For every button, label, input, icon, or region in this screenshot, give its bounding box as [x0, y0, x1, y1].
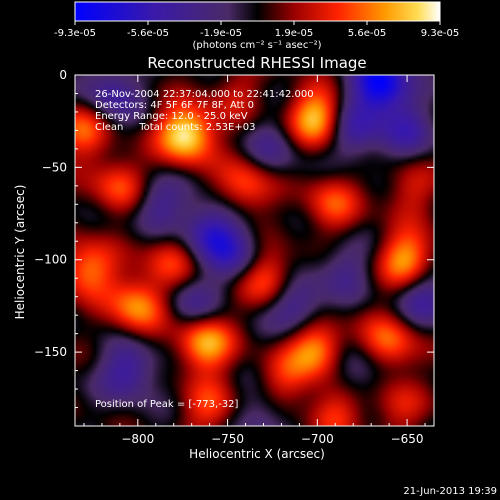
x-tick-label: −650: [391, 432, 424, 446]
plot-frame: [74, 74, 435, 427]
colorbar-gradient: [74, 1, 441, 22]
chart-title: Reconstructed RHESSI Image: [147, 54, 366, 72]
y-axis: 0 −50 −100 −150: [34, 68, 434, 427]
colorbar-tick-label: -5.6e-05: [127, 28, 169, 39]
peak-position-label: Position of Peak = [-773,-32]: [95, 399, 239, 410]
x-tick-label: −750: [211, 432, 244, 446]
heatmap-image: [75, 75, 434, 426]
annotation-energy-range: Energy Range: 12.0 - 25.0 keV: [95, 111, 248, 122]
colorbar-tick-label: -1.9e-05: [200, 28, 242, 39]
x-axis: −800 −750 −700 −650: [83, 75, 426, 446]
colorbar-tick-label: 1.9e-05: [275, 28, 313, 39]
x-tick-label: −800: [121, 432, 154, 446]
y-tick-label: −100: [34, 253, 67, 267]
annotation-total-counts: Clean Total counts: 2.53E+03: [95, 122, 255, 133]
colorbar-tick-label: 9.3e-05: [421, 28, 459, 39]
y-tick-label: −50: [42, 160, 67, 174]
colorbar-tick-label: -9.3e-05: [54, 28, 96, 39]
heatmap-raster: [75, 75, 434, 426]
observation-annotations: 26-Nov-2004 22:37:04.000 to 22:41:42.000…: [95, 89, 314, 133]
colorbar-unit-label: (photons cm⁻² s⁻¹ asec⁻²): [192, 40, 321, 51]
render-timestamp: 21-Jun-2013 19:39: [403, 486, 497, 497]
y-axis-label: Heliocentric Y (arcsec): [13, 185, 27, 320]
x-axis-label: Heliocentric X (arcsec): [189, 447, 325, 461]
y-tick-label: 0: [59, 68, 67, 82]
colorbar-tick-label: 5.6e-05: [348, 28, 386, 39]
annotation-detectors: Detectors: 4F 5F 6F 7F 8F, Att 0: [95, 100, 254, 111]
annotation-time-range: 26-Nov-2004 22:37:04.000 to 22:41:42.000: [95, 89, 314, 100]
colorbar: -9.3e-05 -5.6e-05 -1.9e-05 1.9e-05 5.6e-05 9.…: [54, 1, 459, 51]
y-tick-label: −150: [34, 345, 67, 359]
x-tick-label: −700: [301, 432, 334, 446]
